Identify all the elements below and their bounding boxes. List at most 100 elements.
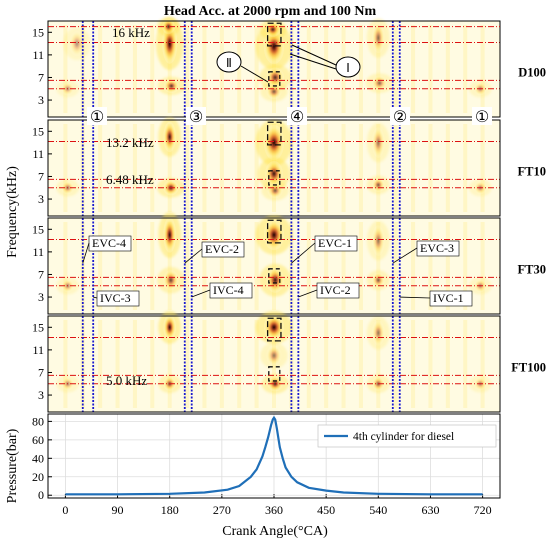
background-streak [63,25,68,113]
heat-spot [371,225,385,256]
valve-event-leader [184,248,203,264]
heat-spot [371,320,385,346]
background-streak [219,124,224,212]
background-streak [254,25,259,113]
background-streak [393,124,398,212]
background-streak [411,320,416,408]
valve-event-label: IVC-1 [433,291,464,305]
background-streak [202,25,207,113]
heat-spot [371,127,385,158]
pressure-curve [65,415,483,496]
background-streak [132,25,137,113]
heat-spot [265,160,283,187]
background-streak [98,25,103,113]
background-streak [411,222,416,310]
background-streak [185,320,190,408]
background-streak [115,222,120,310]
y-tick-label: 7 [38,169,44,183]
heat-spot [163,314,177,341]
heat-spot [267,376,283,392]
pressure-plot: 0 90 180 270 360 450 540 630 720 0 20 40 60 80 4th cyl… [32,413,501,517]
background-streak [63,222,68,310]
background-streak [324,320,329,408]
heat-spot [163,269,179,291]
valve-event-label: EVC-3 [420,241,454,255]
background-streak [463,25,468,113]
cylinder-marker: ④ [290,107,304,126]
heat-spot [163,121,177,153]
x-tick-label: 720 [474,503,492,517]
heat-spot [69,30,85,57]
y-tick-label: 15 [32,124,44,138]
background-streak [306,320,311,408]
frequency-label-6-48khz: 6.48 kHz [106,172,154,187]
x-tick-label: 450 [317,503,335,517]
frequency-label-5-0khz: 5.0 kHz [106,373,147,388]
frequency-axis-label: Frequency(kHz) [5,166,20,258]
chart-title: Head Acc. at 2000 rpm and 100 Nm [164,4,377,19]
low-frequency-box [268,170,281,186]
background-streak [132,320,137,408]
background-streak [98,320,103,408]
background-streak [202,124,207,212]
y-tick-label: 7 [38,267,44,281]
background-streak [480,25,485,113]
y-tick-label: 11 [32,48,44,62]
background-streak [445,222,450,310]
background-streak [463,320,468,408]
background-streak [115,320,120,408]
background-streak [185,222,190,310]
x-tick-label: 0 [62,503,68,517]
panel-label: FT100 [511,361,546,375]
background-streak [306,124,311,212]
region-marker-circle [216,51,242,73]
spectrogram-panels: 3 7 11 15 D100 3 7 11 15 FT10 3 7 11 15 FT30 3 7 11 15 FT10… [32,16,546,413]
x-tick-label: 90 [112,503,124,517]
valve-event-leader [298,289,318,298]
background-streak [289,124,294,212]
heat-spot [163,78,180,94]
y-tick-label: 20 [32,470,44,484]
background-streak [463,124,468,212]
y-tick-label: 7 [38,365,44,379]
background-streak [132,222,137,310]
y-tick-label: 80 [32,414,44,428]
valve-event-label-box [416,240,460,257]
y-tick-label: 40 [32,451,44,465]
background-streak [167,222,172,310]
background-streak [80,320,85,408]
valve-event-leader [399,296,431,299]
cylinder-marker-background [287,107,307,125]
background-streak [306,25,311,113]
heat-spot [263,314,285,341]
valve-event-label-box [316,282,360,299]
heat-spot [267,182,283,199]
region-marker-2: Ⅱ [226,56,232,70]
valve-event-leader [93,296,98,299]
background-streak [324,25,329,113]
pressure-axis-label: Pressure(bar) [5,428,20,503]
background-streak [341,222,346,310]
y-tick-label: 3 [38,290,44,304]
valve-event-label: EVC-1 [318,236,352,250]
background-streak [80,25,85,113]
region-leader [289,53,337,70]
x-tick-label: 540 [369,503,387,517]
background-streak [480,124,485,212]
valve-event-leader [82,242,90,264]
background-streak [376,25,381,113]
background-streak [341,320,346,408]
background-streak [428,25,433,113]
background-streak [237,222,242,310]
valve-event-label-box [429,290,473,307]
background-streak [411,124,416,212]
background-streak [289,222,294,310]
crank-angle-axis-label: Crank Angle(°CA) [222,524,328,539]
background-streak [254,124,259,212]
y-tick-label: 11 [32,343,44,357]
y-tick-label: 0 [38,488,44,502]
y-tick-label: 3 [38,93,44,107]
background-streak [324,124,329,212]
heat-spot [265,21,281,38]
